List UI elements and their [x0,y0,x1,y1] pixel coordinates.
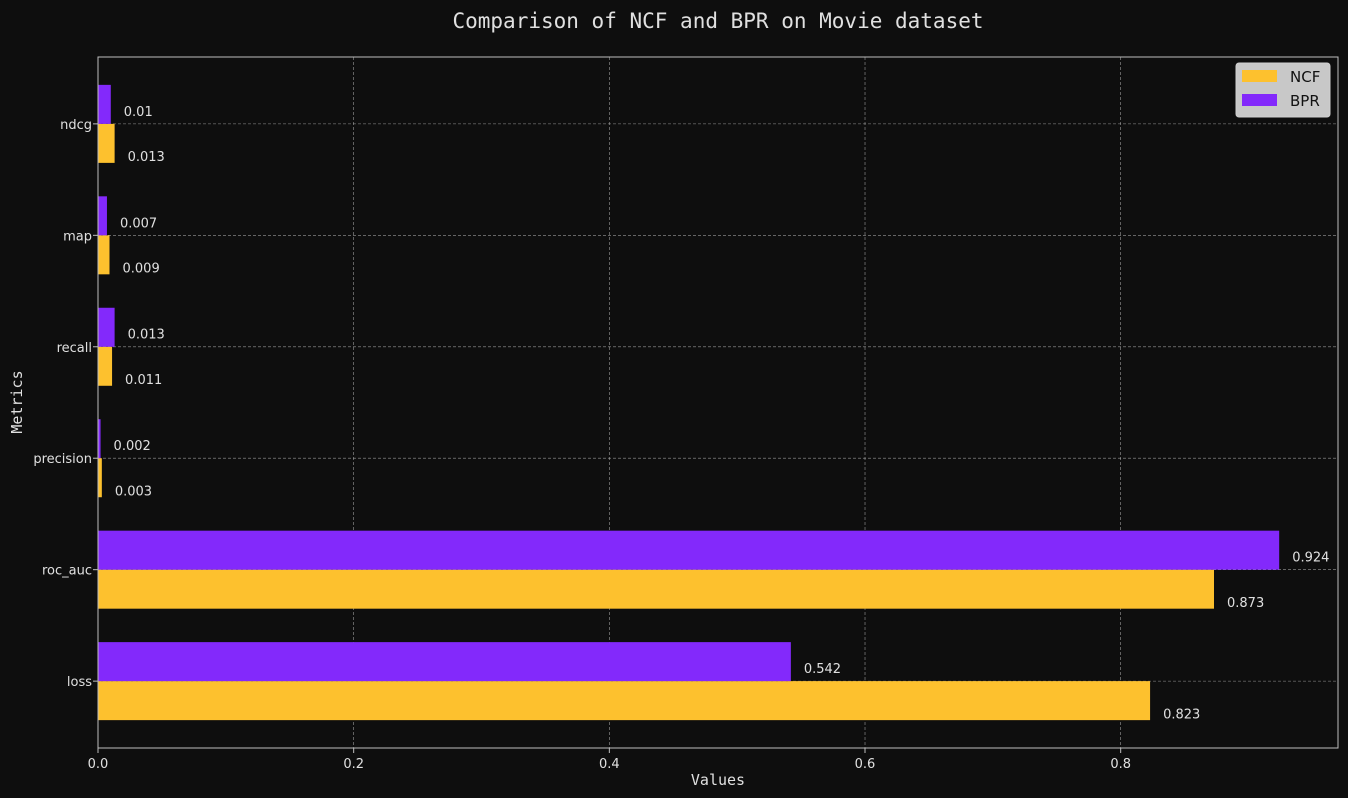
legend-swatch-ncf [1242,70,1277,82]
bar-ncf-loss [98,681,1151,721]
y-tick-label: recall [57,341,92,356]
y-tick-label: roc_auc [42,564,92,579]
x-tick-label: 0.4 [599,757,620,772]
axes-frame [97,56,1339,749]
data-label-bpr-precision: 0.002 [114,439,151,454]
data-label-ncf-loss: 0.823 [1163,708,1200,723]
y-axis-label: Metrics [8,370,26,433]
data-label-bpr-recall: 0.013 [128,328,165,343]
chart-title: Comparison of NCF and BPR on Movie datas… [452,9,983,33]
y-axis: loss roc_auc precision recall map ndcg [33,118,98,690]
bar-ncf-recall [98,346,113,386]
data-label-bpr-loss: 0.542 [804,662,841,677]
data-label-ncf-precision: 0.003 [115,485,152,500]
bars-layer [98,84,1280,721]
x-tick-label: 0.6 [855,757,876,772]
data-label-bpr-ndcg: 0.01 [124,105,153,120]
legend-swatch-bpr [1242,94,1277,106]
x-tick-label: 0.2 [343,757,364,772]
bar-bpr-ndcg [98,84,111,124]
data-label-bpr-roc_auc: 0.924 [1292,551,1329,566]
bar-ncf-map [98,235,110,275]
x-axis-label: Values [691,771,745,789]
bar-ncf-precision [98,458,102,498]
bar-bpr-map [98,196,107,236]
data-label-ncf-ndcg: 0.013 [128,150,165,165]
bar-ncf-roc_auc [98,569,1214,609]
grid-layer [98,57,1338,748]
legend-label-bpr: BPR [1290,92,1320,110]
x-tick-label: 0.0 [88,757,109,772]
x-axis: 0.0 0.2 0.4 0.6 0.8 [88,748,1131,772]
data-label-ncf-map: 0.009 [123,262,160,277]
bar-bpr-recall [98,307,115,347]
data-label-bpr-map: 0.007 [120,216,157,231]
y-tick-label: map [63,229,92,244]
data-label-ncf-roc_auc: 0.873 [1227,596,1264,611]
bar-bpr-precision [98,419,101,459]
bar-bpr-roc_auc [98,530,1280,570]
x-tick-label: 0.8 [1110,757,1131,772]
y-tick-label: loss [67,675,92,690]
bar-bpr-loss [98,642,791,682]
legend: NCF BPR [1235,62,1331,118]
data-label-ncf-recall: 0.011 [125,373,162,388]
legend-label-ncf: NCF [1290,68,1320,86]
bar-ncf-ndcg [98,123,115,163]
y-tick-label: ndcg [60,118,92,133]
y-tick-label: precision [33,452,92,467]
data-labels-layer: 0.823 0.873 0.003 0.011 0.009 0.013 0.542 0.924… [114,105,1330,723]
